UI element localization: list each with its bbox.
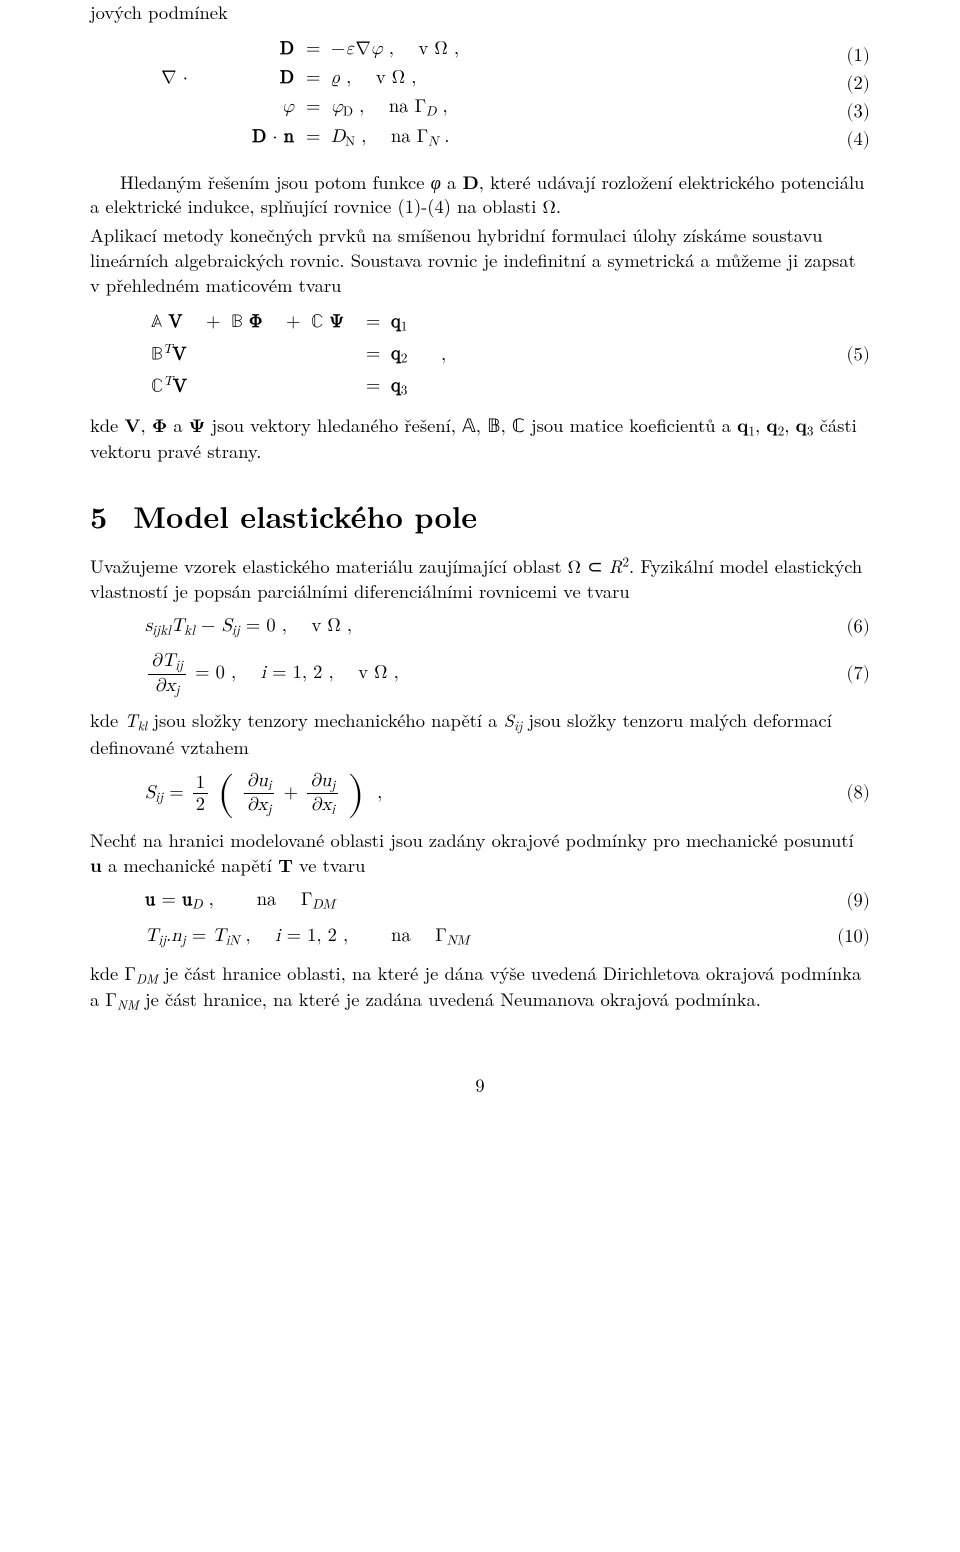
eq7: ∂Tij∂xj = 0 , i = 1, 2 , v Ω , (7): [90, 650, 870, 698]
para2-text: Aplikací metody konečných prvků na smíše…: [90, 222, 856, 298]
section-5-title: Model elastického pole: [133, 494, 477, 537]
paragraph-2: Aplikací metody konečných prvků na smíše…: [90, 223, 870, 298]
eq-block-5: 𝔸 V + 𝔹 Φ + ℂ Ψ = q1 𝔹TV = q2 ℂTV: [90, 308, 870, 402]
paragraph-3: kde V, Φ a Ψ jsou vektory hledaného řeše…: [90, 413, 870, 464]
section-5-heading: 5 Model elastického pole: [90, 496, 870, 537]
eq7-num: (7): [820, 662, 870, 687]
eq3-num: (3): [846, 100, 870, 125]
paragraph-1: Hledaným řešením jsou potom funkce φ a D…: [90, 170, 870, 220]
eq5-trail: ,: [441, 343, 446, 368]
eq9-num: (9): [820, 889, 870, 914]
para7-text: kde ΓDM je část hranice oblasti, na kter…: [90, 960, 861, 1012]
eq6: sijklTkl − Sij = 0 , v Ω , (6): [90, 614, 870, 640]
eq8-trail: ,: [371, 783, 382, 802]
paragraph-6: Nechť na hranici modelované oblasti jsou…: [90, 828, 870, 878]
eq6-body: sijklTkl − Sij = 0 , v Ω ,: [145, 614, 352, 640]
para6-text: Nechť na hranici modelované oblasti jsou…: [90, 827, 854, 878]
eq2-num: (2): [846, 72, 870, 97]
eq7-body: ∂Tij∂xj = 0 , i = 1, 2 , v Ω ,: [145, 650, 399, 698]
paragraph-7: kde ΓDM je část hranice oblasti, na kter…: [90, 961, 870, 1014]
para1-text: Hledaným řešením jsou potom funkce φ a D…: [90, 169, 864, 220]
para3-text: kde V, Φ a Ψ jsou vektory hledaného řeše…: [90, 412, 857, 464]
eq1-num: (1): [846, 44, 870, 69]
eq6-num: (6): [820, 615, 870, 640]
para5-text: kde Tkl jsou složky tenzory mechanického…: [90, 707, 832, 759]
eq8-body: Sij = 12 ( ∂ui∂xj + ∂uj∂xi ) ,: [145, 770, 382, 818]
eq10-num: (10): [820, 925, 870, 950]
eq10-body: Tij.nj = TiN , i = 1, 2 , na ΓNM: [145, 924, 469, 950]
page-number: 9: [90, 1073, 870, 1098]
eq8: Sij = 12 ( ∂ui∂xj + ∂uj∂xi ) , (8): [90, 770, 870, 818]
eq9-body: u = uD , na ΓDM: [145, 888, 335, 914]
section-5-number: 5: [90, 494, 107, 537]
paragraph-4: Uvažujeme vzorek elastického materiálu z…: [90, 552, 870, 604]
eq4-num: (4): [846, 128, 870, 153]
eq10: Tij.nj = TiN , i = 1, 2 , na ΓNM (10): [90, 924, 870, 950]
para4-text: Uvažujeme vzorek elastického materiálu z…: [90, 553, 862, 604]
eq-block-boundary: D = −ε∇φ , v Ω , ∇ · D = ϱ , v Ω , φ = φ…: [90, 35, 870, 154]
paragraph-5: kde Tkl jsou složky tenzory mechanického…: [90, 708, 870, 759]
fragment-top: jových podmínek: [90, 0, 870, 25]
eq8-num: (8): [820, 781, 870, 806]
eq5-system: 𝔸 V + 𝔹 Φ + ℂ Ψ = q1 𝔹TV = q2 ℂTV: [145, 308, 433, 402]
eq9: u = uD , na ΓDM (9): [90, 888, 870, 914]
eq5-num: (5): [820, 343, 870, 368]
